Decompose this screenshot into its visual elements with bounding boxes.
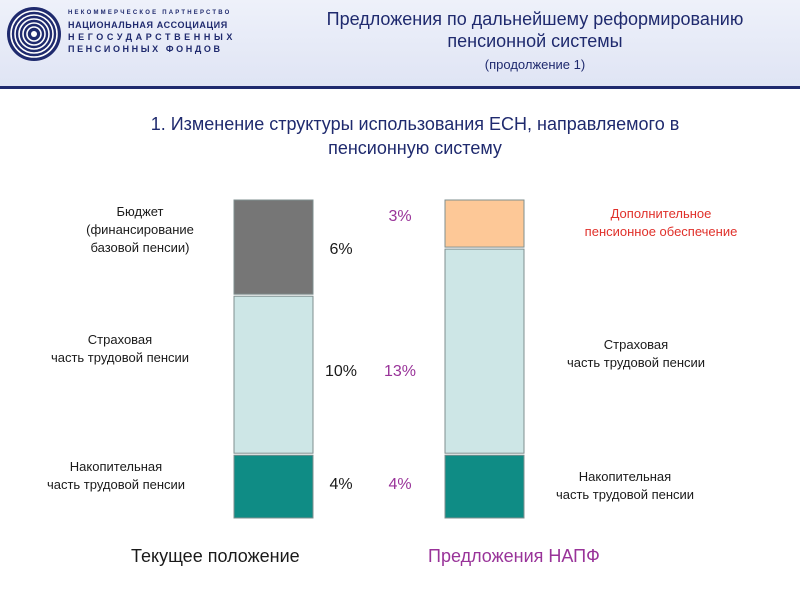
- value-current-funded: 4%: [329, 476, 352, 493]
- bar-proposal-additional: [444, 199, 525, 248]
- label-insurance-left: Страховая часть трудовой пенсии: [20, 331, 220, 367]
- label-insurance-right-line-2: часть трудовой пенсии: [566, 355, 706, 370]
- label-additional-line-2: пенсионное обеспечение: [584, 224, 738, 239]
- label-funded-right: Накопительная часть трудовой пенсии: [525, 468, 725, 504]
- value-proposal-insurance: 13%: [384, 363, 416, 380]
- label-additional-line-1: Дополнительное: [610, 206, 712, 221]
- bar-proposal-funded: [444, 454, 525, 519]
- header-divider: [0, 86, 800, 89]
- title-line-2: пенсионной системы: [447, 31, 623, 51]
- bar-current-insurance: [233, 295, 314, 454]
- label-budget: Бюджет (финансирование базовой пенсии): [40, 203, 240, 257]
- caption-current: Текущее положение: [131, 546, 300, 566]
- label-funded-right-line-1: Накопительная: [578, 469, 672, 484]
- logo-line-4: ПЕНСИОННЫХ ФОНДОВ: [68, 44, 223, 54]
- section-title-line-2: пенсионную систему: [328, 138, 502, 158]
- label-funded-right-line-2: часть трудовой пенсии: [555, 487, 695, 502]
- header-banner: [0, 0, 800, 88]
- logo-icon: [7, 7, 61, 61]
- slide-subtitle: (продолжение 1): [484, 57, 586, 72]
- bar-current-funded: [233, 454, 314, 519]
- value-current-insurance: 10%: [325, 363, 357, 380]
- label-funded-left-line-2: часть трудовой пенсии: [46, 477, 186, 492]
- label-insurance-right: Страховая часть трудовой пенсии: [536, 336, 736, 372]
- title-line-1: Предложения по дальнейшему реформировани…: [326, 9, 744, 29]
- section-title-line-1: 1. Изменение структуры использования ЕСН…: [150, 114, 680, 134]
- bar-current-budget: [233, 199, 314, 295]
- caption-proposal: Предложения НАПФ: [428, 546, 600, 566]
- logo-line-1: НЕКОММЕРЧЕСКОЕ ПАРТНЕРСТВО: [68, 10, 232, 16]
- label-additional: Дополнительное пенсионное обеспечение: [561, 205, 761, 241]
- label-budget-line-1: Бюджет: [116, 204, 164, 219]
- bar-proposal-insurance: [444, 248, 525, 454]
- value-proposal-additional: 3%: [388, 208, 411, 225]
- label-funded-left: Накопительная часть трудовой пенсии: [16, 458, 216, 494]
- label-insurance-left-line-2: часть трудовой пенсии: [50, 350, 190, 365]
- logo-text: НЕКОММЕРЧЕСКОЕ ПАРТНЕРСТВО НАЦИОНАЛЬНАЯ …: [68, 7, 248, 55]
- label-funded-left-line-1: Накопительная: [69, 459, 163, 474]
- label-budget-line-2: (финансирование: [86, 222, 194, 237]
- label-budget-line-3: базовой пенсии): [90, 240, 190, 255]
- label-insurance-right-line-1: Страховая: [603, 337, 669, 352]
- value-proposal-funded: 4%: [388, 476, 411, 493]
- value-current-budget: 6%: [329, 241, 352, 258]
- logo-line-2: НАЦИОНАЛЬНАЯ АССОЦИАЦИЯ: [68, 20, 228, 30]
- slide-title: Предложения по дальнейшему реформировани…: [270, 8, 800, 76]
- logo-line-3: НЕГОСУДАРСТВЕННЫХ: [68, 32, 236, 42]
- label-insurance-left-line-1: Страховая: [87, 332, 153, 347]
- section-title: 1. Изменение структуры использования ЕСН…: [110, 112, 720, 160]
